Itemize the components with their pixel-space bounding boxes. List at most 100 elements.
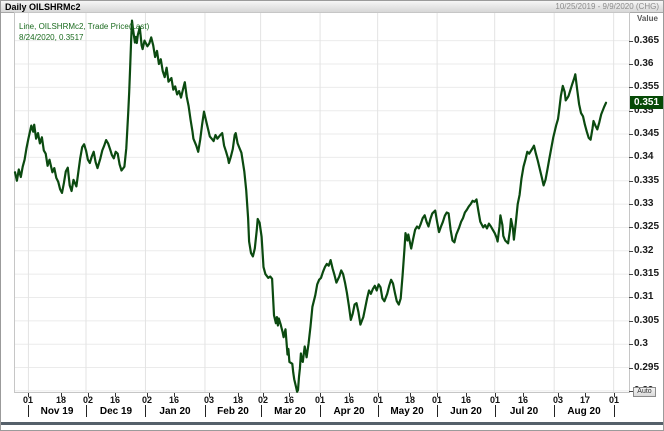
y-axis-tick	[629, 391, 633, 392]
y-axis-tick	[629, 64, 633, 65]
x-axis-month-separator	[28, 405, 29, 417]
x-axis-day-label: 18	[55, 395, 67, 405]
x-axis-month-label: Dec 19	[99, 406, 133, 417]
x-axis-day-tick	[466, 393, 467, 397]
chart-legend: Line, OILSHRMc2, Trade Price(Last) 8/24/…	[19, 21, 149, 43]
x-axis-day-label: 03	[203, 395, 215, 405]
y-axis-tick	[629, 41, 633, 42]
auto-scale-button[interactable]: Auto	[633, 387, 656, 397]
x-axis-month-separator	[145, 405, 146, 417]
x-axis-month-label: Apr 20	[333, 406, 365, 417]
y-axis-tick	[629, 344, 633, 345]
window-bottom-edge	[1, 422, 663, 425]
x-axis-month-separator	[495, 405, 496, 417]
x-axis-day-tick	[289, 393, 290, 397]
x-axis-month-separator	[205, 405, 206, 417]
x-axis-day-tick	[495, 393, 496, 397]
y-axis-label: 0.36	[634, 58, 654, 69]
x-axis-day-label: 02	[257, 395, 269, 405]
x-axis-month-label: Aug 20	[567, 406, 601, 417]
x-axis-day-label: 16	[517, 395, 529, 405]
y-axis-label: 0.345	[634, 128, 660, 139]
y-axis-tick	[629, 157, 633, 158]
x-axis-day-tick	[614, 393, 615, 397]
x-axis-day-tick	[410, 393, 411, 397]
x-axis-day-label: 16	[283, 395, 295, 405]
y-axis-tick	[629, 297, 633, 298]
y-axis-label: 0.305	[634, 315, 660, 326]
y-axis-label: 0.34	[634, 151, 654, 162]
y-axis-tick	[629, 227, 633, 228]
y-axis-label: 0.295	[634, 362, 660, 373]
legend-series-line: Line, OILSHRMc2, Trade Price(Last)	[19, 22, 150, 31]
y-axis-tick	[629, 204, 633, 205]
y-axis-label: 0.335	[634, 175, 660, 186]
x-axis-day-tick	[174, 393, 175, 397]
x-axis-month-label: Jul 20	[509, 406, 539, 417]
x-axis-day-label: 17	[579, 395, 591, 405]
x-axis-day-tick	[585, 393, 586, 397]
x-axis-month-label: Jan 20	[159, 406, 191, 417]
x-axis-day-label: 16	[109, 395, 121, 405]
x-axis-day-label: 01	[608, 395, 620, 405]
x-axis-month-label: Mar 20	[274, 406, 306, 417]
y-axis-label: 0.325	[634, 221, 660, 232]
y-axis-label: 0.365	[634, 35, 660, 46]
x-axis-month-label: Jun 20	[450, 406, 482, 417]
y-axis-tick	[629, 134, 633, 135]
x-axis-day-label: 18	[404, 395, 416, 405]
x-axis-day-tick	[523, 393, 524, 397]
x-axis-day-tick	[263, 393, 264, 397]
x-axis-month-label: Feb 20	[217, 406, 249, 417]
y-axis-label: 0.35	[634, 105, 654, 116]
y-axis-tick	[629, 274, 633, 275]
x-axis-day-label: 01	[489, 395, 501, 405]
y-axis-label: 0.33	[634, 198, 654, 209]
x-axis-month-separator	[378, 405, 379, 417]
x-axis-day-label: 03	[552, 395, 564, 405]
x-axis-month-separator	[86, 405, 87, 417]
y-axis-tick	[629, 321, 633, 322]
y-axis-label: 0.315	[634, 268, 660, 279]
y-axis-title: Value	[637, 14, 658, 23]
x-axis-day-label: 02	[141, 395, 153, 405]
x-axis-month-separator	[554, 405, 555, 417]
x-axis-month-separator	[614, 405, 615, 417]
x-axis-month-label: May 20	[390, 406, 424, 417]
x-axis-day-tick	[349, 393, 350, 397]
y-axis-tick	[629, 181, 633, 182]
y-axis-label: 0.3	[634, 338, 648, 349]
x-axis-day-tick	[147, 393, 148, 397]
y-axis-label: 0.32	[634, 245, 654, 256]
page-title: Daily OILSHRMc2	[5, 1, 81, 12]
y-axis-label: 0.355	[634, 81, 660, 92]
x-axis-day-label: 01	[431, 395, 443, 405]
x-axis-day-tick	[437, 393, 438, 397]
x-axis-day-tick	[28, 393, 29, 397]
x-axis-month-separator	[261, 405, 262, 417]
x-axis-day-tick	[378, 393, 379, 397]
x-axis-month-label: Nov 19	[40, 406, 74, 417]
price-line-series	[13, 19, 608, 393]
x-axis-day-label: 16	[343, 395, 355, 405]
date-range-label: 10/25/2019 - 9/9/2020 (CHG)	[555, 2, 659, 11]
x-axis-day-label: 01	[314, 395, 326, 405]
x-axis-day-tick	[209, 393, 210, 397]
y-axis-tick	[629, 251, 633, 252]
y-axis-label: 0.31	[634, 291, 654, 302]
x-axis-day-tick	[61, 393, 62, 397]
x-axis-day-tick	[558, 393, 559, 397]
last-price-badge: 0.351	[630, 96, 663, 109]
x-axis-day-label: 16	[460, 395, 472, 405]
x-axis-day-label: 02	[82, 395, 94, 405]
legend-last-value-line: 8/24/2020, 0.3517	[19, 33, 84, 42]
x-axis-day-label: 01	[372, 395, 384, 405]
y-axis-tick	[629, 87, 633, 88]
x-axis-day-label: 01	[22, 395, 34, 405]
x-axis-month-separator	[437, 405, 438, 417]
y-axis-tick	[629, 111, 633, 112]
x-axis-day-tick	[115, 393, 116, 397]
x-axis-day-tick	[320, 393, 321, 397]
